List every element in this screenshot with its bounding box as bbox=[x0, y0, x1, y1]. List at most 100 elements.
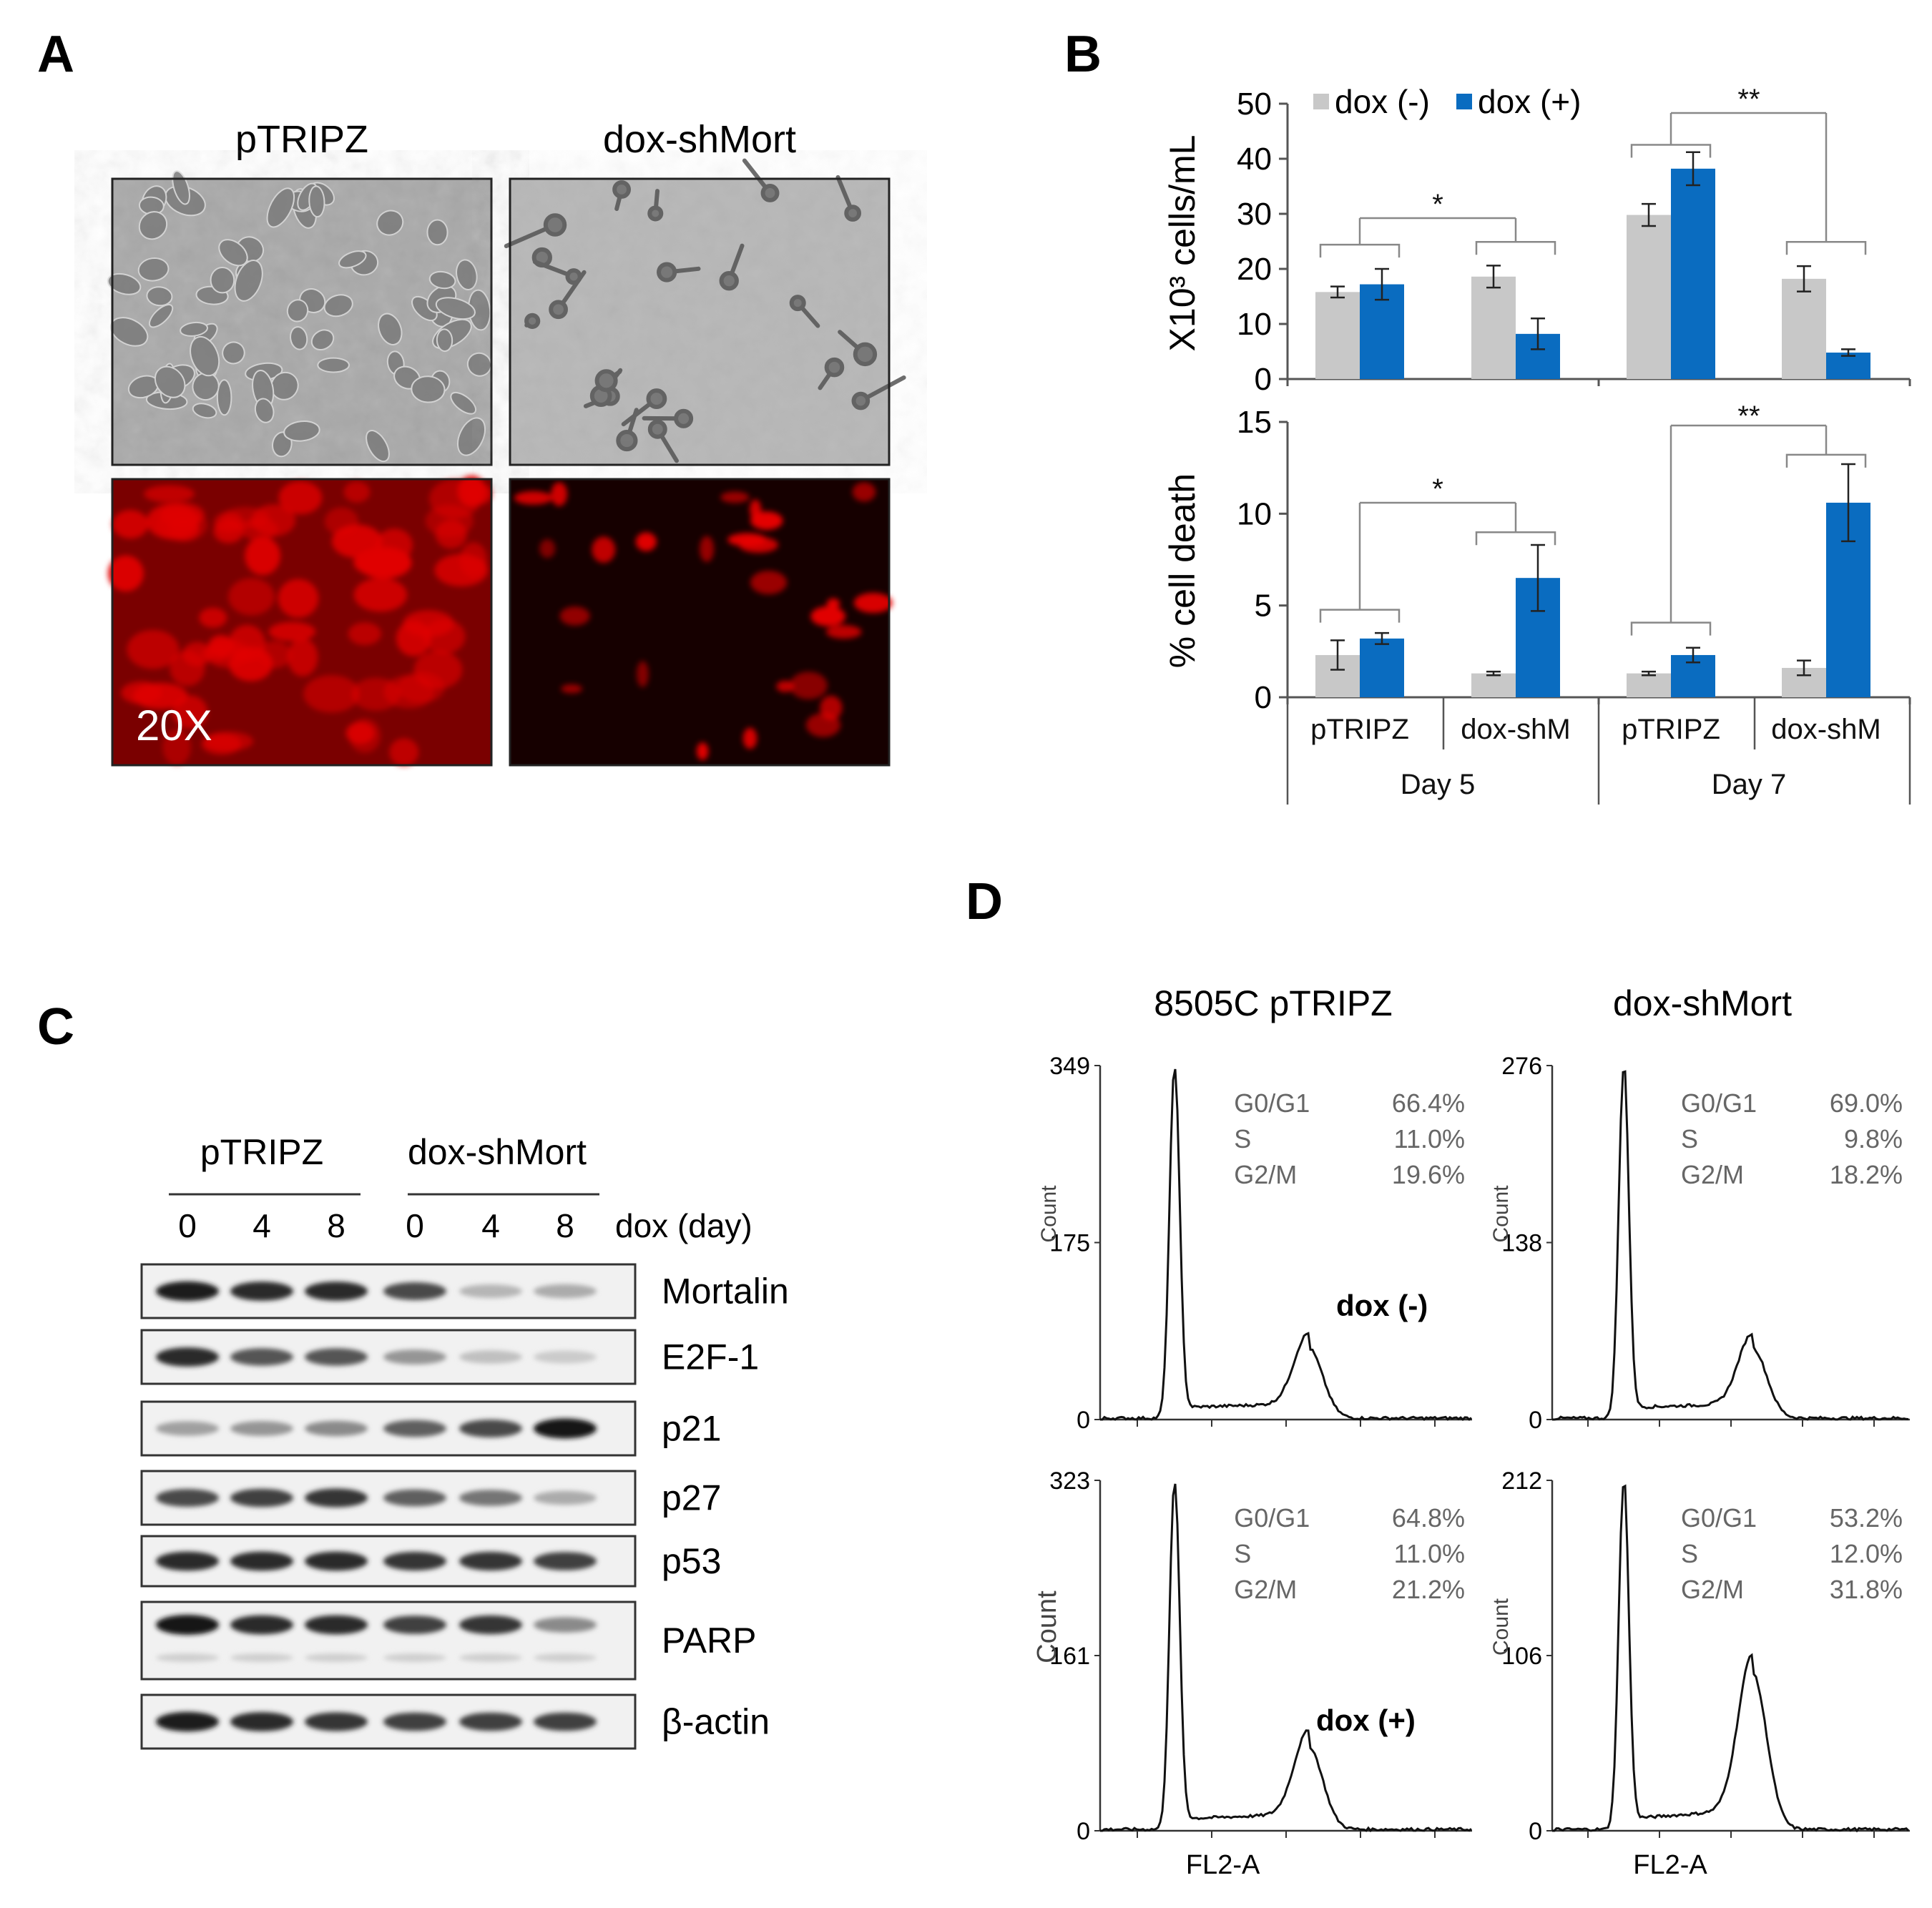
fluorescent-cell bbox=[514, 491, 553, 505]
group-label: Day 7 bbox=[1712, 769, 1787, 800]
phase-cell bbox=[657, 262, 677, 282]
chart-cell-death-bar bbox=[1471, 673, 1516, 697]
blot-band bbox=[305, 1420, 368, 1437]
phase-cell bbox=[524, 313, 541, 329]
phase-name: G2/M bbox=[1234, 1160, 1297, 1189]
phase-cell bbox=[411, 375, 446, 403]
fluorescent-cell bbox=[228, 578, 275, 616]
fluorescent-cell bbox=[826, 598, 840, 609]
fluorescent-cell bbox=[144, 485, 195, 503]
blot-1: E2F-1 bbox=[140, 1329, 759, 1385]
blot-band bbox=[156, 1615, 219, 1635]
chart-cell-death-ylabel: % cell death bbox=[1162, 473, 1202, 668]
blot-band bbox=[534, 1284, 597, 1299]
blot-label: p21 bbox=[662, 1409, 721, 1449]
blot-band bbox=[230, 1348, 293, 1366]
blot-band bbox=[383, 1489, 446, 1507]
category-label: dox-shM bbox=[1771, 714, 1880, 745]
significance-marker: * bbox=[1432, 473, 1443, 505]
blot-band bbox=[156, 1347, 219, 1367]
lane-label: 8 bbox=[327, 1207, 345, 1244]
legend-label-dox-minus: dox (-) bbox=[1335, 83, 1430, 120]
fluorescent-cell bbox=[425, 504, 474, 538]
blot-band-faint bbox=[534, 1653, 597, 1662]
blot-5: PARP bbox=[140, 1600, 756, 1681]
phase-name: G0/G1 bbox=[1234, 1503, 1310, 1533]
blot-band bbox=[459, 1490, 522, 1506]
histogram-xlabel: FL2-A bbox=[1633, 1850, 1707, 1880]
blot-band bbox=[534, 1617, 597, 1633]
chart-cell-count-ytick-label: 20 bbox=[1237, 252, 1272, 287]
chart-cell-count-bar bbox=[1671, 168, 1715, 380]
histogram-trace bbox=[1100, 1068, 1472, 1422]
chart-cell-count-bar bbox=[1315, 292, 1360, 379]
blot-band bbox=[534, 1712, 597, 1731]
blot-band bbox=[305, 1615, 368, 1635]
phase-cell bbox=[844, 205, 861, 222]
significance-bracket bbox=[1785, 453, 1867, 468]
phase-percent: 31.8% bbox=[1830, 1575, 1903, 1604]
fluorescent-cell bbox=[353, 578, 408, 612]
histogram-ytick-label: 175 bbox=[1049, 1230, 1090, 1257]
histogram-2: 323 161 0 Count FL2-A G0/G1 64.8% S 11.0% G2/M 21.… bbox=[1032, 1467, 1472, 1880]
fluorescent-cell bbox=[348, 622, 381, 646]
fluorescent-cell bbox=[278, 579, 319, 618]
phase-cell bbox=[647, 419, 667, 439]
phase-cell bbox=[234, 260, 263, 302]
panel-letter-c: C bbox=[37, 998, 74, 1056]
legend-swatch-dox-plus bbox=[1456, 94, 1472, 109]
phase-cell bbox=[216, 379, 232, 416]
chart-cell-count-bar bbox=[1826, 353, 1870, 379]
chart-cell-death-ytick-label: 10 bbox=[1237, 496, 1272, 531]
fluorescent-cell bbox=[201, 733, 242, 755]
chart-cell-count-ytick-label: 50 bbox=[1237, 87, 1272, 122]
chart-cell-death-bar bbox=[1627, 673, 1671, 697]
fluorescent-cell bbox=[559, 606, 590, 626]
phase-cell bbox=[107, 272, 142, 295]
fluorescent-cell bbox=[810, 606, 846, 626]
significance-bracket bbox=[1785, 241, 1867, 255]
histogram-3: 212 106 0 Count FL2-A G0/G1 53.2% S 12.0% G2/M 31.… bbox=[1489, 1467, 1910, 1880]
histogram-1: 276 138 0 Count G0/G1 69.0% S 9.8% G2/M 18.2% bbox=[1489, 1053, 1910, 1434]
phase-cell bbox=[853, 342, 878, 367]
phase-cell bbox=[266, 187, 295, 228]
blot-band bbox=[383, 1551, 446, 1571]
fluorescent-cell bbox=[251, 504, 296, 536]
phase-cell bbox=[674, 408, 694, 428]
fluorescent-cell bbox=[112, 510, 149, 539]
phase-percent: 11.0% bbox=[1394, 1124, 1465, 1154]
phase-percent: 21.2% bbox=[1392, 1575, 1465, 1604]
phase-cell bbox=[426, 219, 448, 246]
fluorescent-cell bbox=[720, 491, 750, 503]
histogram-ytick-label: 212 bbox=[1501, 1467, 1542, 1495]
legend-swatch-dox-minus bbox=[1313, 94, 1329, 109]
phase-cell bbox=[146, 286, 173, 307]
phase-cell bbox=[378, 313, 403, 345]
fluorescent-cell bbox=[121, 681, 162, 704]
fluorescent-cell bbox=[156, 508, 208, 542]
blot-label: E2F-1 bbox=[662, 1337, 759, 1377]
phase-cell bbox=[210, 267, 235, 294]
blot-band bbox=[156, 1711, 219, 1732]
blot-band bbox=[383, 1282, 446, 1300]
significance-bracket bbox=[1319, 243, 1401, 258]
phase-cell bbox=[154, 365, 186, 398]
blot-band bbox=[459, 1551, 522, 1571]
significance-marker: ** bbox=[1737, 84, 1760, 115]
fluorescent-cell bbox=[348, 718, 381, 753]
histogram-ylabel: Count bbox=[1489, 1598, 1513, 1656]
phase-cell bbox=[435, 297, 476, 320]
histogram-title-doxshmort: dox-shMort bbox=[1613, 983, 1792, 1023]
significance-marker: ** bbox=[1737, 400, 1760, 432]
phase-name: S bbox=[1681, 1124, 1698, 1154]
chart-cell-death-bar bbox=[1360, 638, 1404, 697]
lane-axis-label: dox (day) bbox=[615, 1207, 752, 1244]
phase-cell bbox=[647, 205, 664, 222]
phase-cell bbox=[317, 357, 350, 373]
histogram-ytick-label: 106 bbox=[1501, 1643, 1542, 1670]
fluorescent-cell bbox=[776, 680, 794, 692]
category-label: pTRIPZ bbox=[1310, 714, 1409, 745]
fluorescent-cell bbox=[213, 518, 244, 544]
